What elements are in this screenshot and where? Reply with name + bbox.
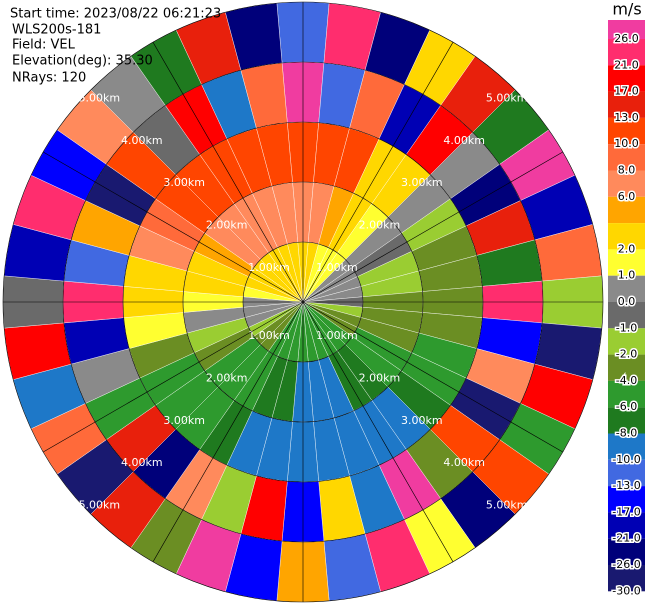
colorbar-tick-label: 26.0 (614, 32, 639, 45)
start-time: Start time: 2023/08/22 06:21:23 (10, 7, 221, 22)
nrays: NRays: 120 (12, 71, 86, 86)
colorbar-tick-label: -8.0 (616, 427, 637, 440)
colorbar-segment (608, 459, 645, 487)
colorbar-segment (608, 407, 645, 434)
colorbar-segment (608, 433, 645, 460)
range-label: 5.00km (79, 91, 121, 104)
colorbar-segment (608, 565, 645, 592)
colorbar-tick-label: -1.0 (616, 321, 637, 334)
range-label: 4.00km (443, 134, 485, 147)
range-label: 4.00km (121, 134, 163, 147)
colorbar-tick-label: 2.0 (618, 242, 636, 255)
instrument: WLS200s-181 (12, 23, 101, 38)
colorbar-segment (608, 223, 645, 250)
azimuth-line (152, 42, 454, 562)
colorbar-tick-label: 13.0 (614, 111, 639, 124)
colorbar-tick-label: 17.0 (614, 85, 639, 98)
range-label: 3.00km (163, 414, 205, 427)
colorbar-segment (608, 20, 645, 39)
colorbar-tick-label: 10.0 (614, 137, 639, 150)
colorbar-segment (608, 275, 645, 302)
colorbar-segment (608, 302, 645, 329)
colorbar-tick-label: 21.0 (614, 58, 639, 71)
range-label: 5.00km (79, 499, 121, 512)
colorbar-segment (608, 512, 645, 539)
range-label: 3.00km (401, 414, 443, 427)
elevation: Elevation(deg): 35.30 (12, 54, 153, 69)
colorbar-tick-label: -6.0 (616, 400, 637, 413)
colorbar-segment (608, 91, 645, 118)
colorbar-segment (608, 39, 645, 66)
range-label: 3.00km (163, 176, 205, 189)
range-label: 3.00km (401, 176, 443, 189)
colorbar-segment (608, 380, 645, 408)
colorbar-segment (608, 196, 645, 224)
colorbar-segment (608, 328, 645, 355)
colorbar-segment (608, 249, 645, 276)
colorbar-unit: m/s (612, 0, 641, 19)
colorbar-segment (608, 486, 645, 513)
colorbar-tick-label: -17.0 (612, 505, 640, 518)
range-label: 5.00km (486, 91, 528, 104)
colorbar-segment (608, 144, 645, 171)
colorbar-tick-label: -4.0 (616, 374, 637, 387)
colorbar-segment (608, 65, 645, 92)
range-label: 5.00km (486, 499, 528, 512)
colorbar-segment (608, 538, 645, 565)
colorbar-tick-label: 0.0 (618, 295, 636, 308)
colorbar-segment (608, 170, 645, 197)
colorbar-tick-label: 8.0 (618, 164, 636, 177)
colorbar-tick-label: 1.0 (618, 269, 636, 282)
range-label: 1.00km (248, 261, 290, 274)
field: Field: VEL (12, 38, 76, 53)
colorbar-tick-label: -26.0 (612, 558, 640, 571)
colorbar-tick-label: -10.0 (612, 453, 640, 466)
colorbar: 26.0 21.0 17.0 13.0 10.0 8.0 6.0 2.0 1.0 0.0 -1.0 -… (608, 20, 645, 599)
range-label: 1.00km (316, 329, 358, 342)
range-label: 2.00km (206, 219, 248, 232)
colorbar-tick-label: -13.0 (612, 479, 640, 492)
range-label: 4.00km (121, 456, 163, 469)
colorbar-tick-label: -21.0 (612, 532, 640, 545)
range-label: 1.00km (248, 329, 290, 342)
range-label: 2.00km (359, 219, 401, 232)
range-rings: 1.00km 1.00km 1.00km 1.00km 2.00km 2.00km 2.00… (2, 1, 604, 603)
colorbar-tick-label: -30.0 (612, 584, 640, 597)
range-label: 4.00km (443, 456, 485, 469)
colorbar-segment (608, 354, 645, 381)
range-label: 2.00km (359, 371, 401, 384)
colorbar-tick-label: 6.0 (618, 190, 636, 203)
colorbar-segment (608, 117, 645, 145)
range-label: 1.00km (316, 261, 358, 274)
colorbar-tick-label: -2.0 (616, 348, 637, 361)
range-label: 2.00km (206, 371, 248, 384)
